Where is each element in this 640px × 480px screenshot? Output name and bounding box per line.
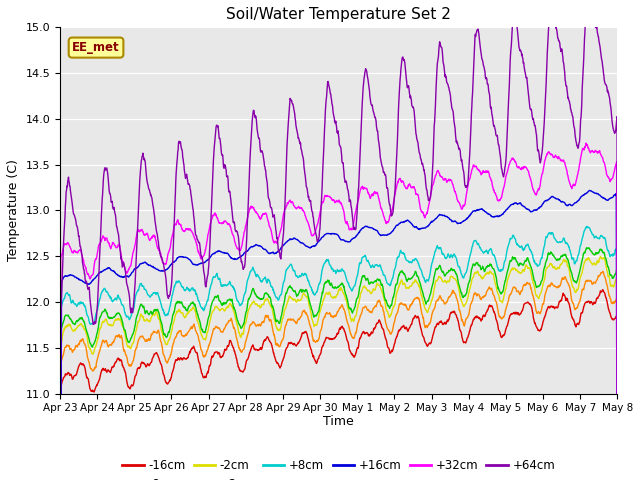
Line: +64cm: +64cm bbox=[60, 0, 618, 480]
-16cm bbox=[498, 335, 506, 340]
+2cm bbox=[426, 295, 433, 301]
+16cm bbox=[547, 194, 555, 200]
-16cm bbox=[180, 355, 188, 361]
-8cm bbox=[426, 321, 433, 326]
-8cm bbox=[498, 316, 506, 322]
+64cm bbox=[498, 167, 506, 172]
Line: -8cm: -8cm bbox=[60, 272, 618, 480]
-2cm bbox=[180, 313, 188, 319]
-2cm bbox=[166, 333, 174, 339]
X-axis label: Time: Time bbox=[323, 415, 354, 428]
-2cm bbox=[498, 299, 506, 305]
Line: -16cm: -16cm bbox=[60, 289, 618, 480]
-16cm bbox=[547, 303, 555, 309]
+8cm bbox=[180, 287, 188, 292]
+64cm bbox=[426, 198, 433, 204]
+2cm bbox=[498, 289, 506, 295]
+8cm bbox=[166, 302, 174, 308]
+2cm bbox=[243, 308, 250, 314]
+32cm bbox=[180, 228, 188, 233]
Line: +16cm: +16cm bbox=[60, 191, 618, 480]
-2cm bbox=[547, 261, 555, 266]
-16cm bbox=[243, 359, 250, 364]
-2cm bbox=[426, 305, 433, 311]
Line: -2cm: -2cm bbox=[60, 256, 618, 480]
+2cm bbox=[547, 250, 555, 256]
Legend: -16cm, -8cm, -2cm, +2cm, +8cm, +16cm, +32cm, +64cm: -16cm, -8cm, -2cm, +2cm, +8cm, +16cm, +3… bbox=[118, 455, 560, 480]
+64cm bbox=[243, 243, 250, 249]
+16cm bbox=[243, 249, 250, 254]
+8cm bbox=[547, 230, 555, 236]
+16cm bbox=[180, 254, 188, 260]
+2cm bbox=[582, 245, 590, 251]
-2cm bbox=[243, 317, 250, 323]
-8cm bbox=[180, 334, 188, 339]
+32cm bbox=[426, 201, 433, 206]
+32cm bbox=[498, 192, 506, 198]
Line: +8cm: +8cm bbox=[60, 227, 618, 480]
+32cm bbox=[582, 140, 590, 146]
+8cm bbox=[426, 275, 433, 281]
Text: EE_met: EE_met bbox=[72, 41, 120, 54]
+32cm bbox=[547, 151, 555, 157]
+8cm bbox=[584, 224, 591, 229]
+16cm bbox=[166, 262, 174, 268]
+2cm bbox=[180, 304, 188, 310]
+64cm bbox=[547, 0, 555, 5]
Title: Soil/Water Temperature Set 2: Soil/Water Temperature Set 2 bbox=[227, 7, 451, 22]
-16cm bbox=[426, 340, 433, 346]
+16cm bbox=[586, 188, 593, 193]
-8cm bbox=[599, 269, 607, 275]
-2cm bbox=[596, 253, 604, 259]
-8cm bbox=[547, 280, 555, 286]
+32cm bbox=[243, 220, 250, 226]
+16cm bbox=[498, 212, 506, 217]
-8cm bbox=[243, 337, 250, 343]
+16cm bbox=[426, 222, 433, 228]
+2cm bbox=[166, 324, 174, 329]
+64cm bbox=[180, 162, 188, 168]
Y-axis label: Temperature (C): Temperature (C) bbox=[7, 159, 20, 262]
+8cm bbox=[498, 267, 506, 273]
Line: +32cm: +32cm bbox=[60, 143, 618, 480]
+32cm bbox=[166, 244, 174, 250]
-8cm bbox=[166, 352, 174, 358]
-16cm bbox=[599, 287, 607, 292]
-16cm bbox=[166, 378, 174, 384]
+8cm bbox=[243, 284, 250, 290]
Line: +2cm: +2cm bbox=[60, 248, 618, 480]
+64cm bbox=[166, 289, 174, 295]
